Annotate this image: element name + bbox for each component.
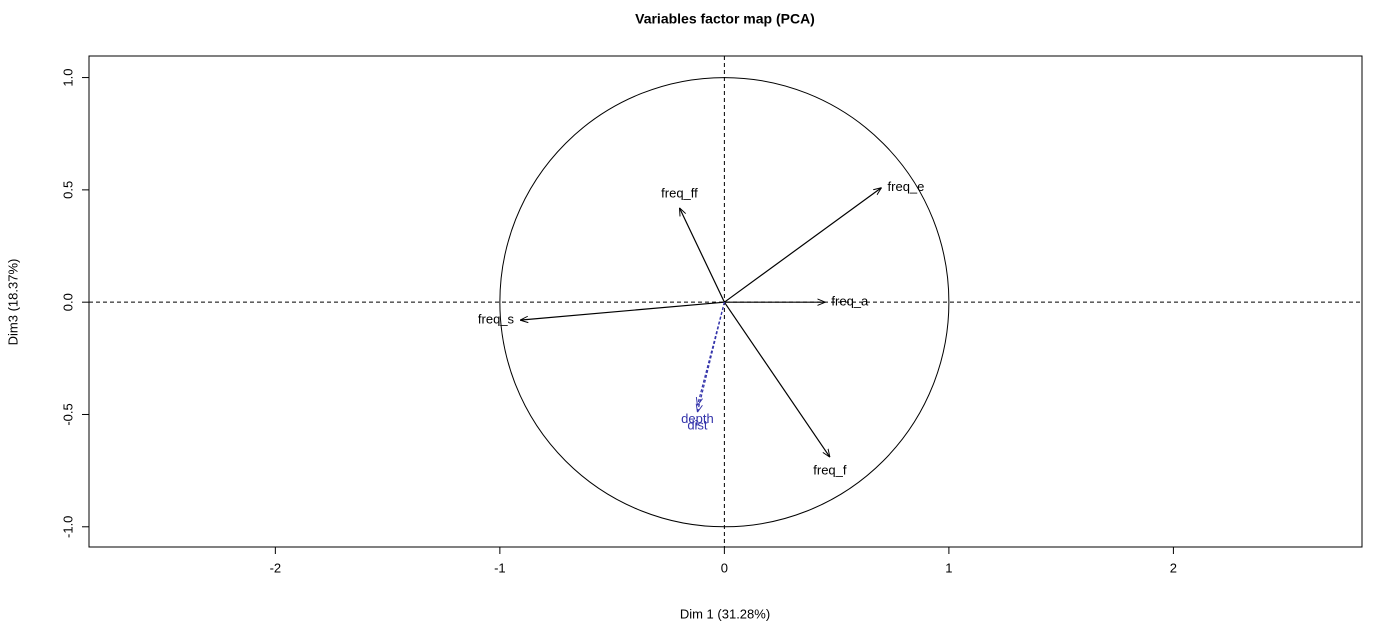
y-tick-label: 1.0 — [60, 69, 75, 87]
x-tick-label: 0 — [721, 560, 728, 575]
x-axis-label: Dim 1 (31.28%) — [680, 606, 770, 621]
y-tick-label: -0.5 — [60, 403, 75, 425]
vector-label: depth — [681, 411, 714, 426]
plot-frame — [88, 55, 1363, 548]
x-tick-label: -2 — [270, 560, 282, 575]
chart-title: Variables factor map (PCA) — [635, 11, 815, 27]
y-tick-label: 0.5 — [60, 181, 75, 199]
vector-label: freq_ff — [661, 185, 698, 200]
vector — [520, 301, 725, 320]
correlation-circle — [499, 77, 950, 528]
y-tick-label: 0.0 — [60, 293, 75, 311]
vector — [724, 188, 881, 303]
vector-label: freq_s — [478, 312, 515, 327]
vector — [697, 302, 725, 412]
y-tick-label: -1.0 — [60, 516, 75, 538]
vector-label: dist — [687, 418, 708, 433]
vector-label: freq_a — [831, 294, 869, 309]
x-tick-label: 1 — [945, 560, 952, 575]
vector — [679, 208, 725, 303]
x-tick-label: 2 — [1170, 560, 1177, 575]
vector — [723, 301, 830, 457]
y-axis-label: Dim3 (18.37%) — [5, 259, 20, 346]
vector-label: freq_e — [888, 179, 925, 194]
vector-label: freq_f — [813, 463, 847, 478]
x-tick-label: -1 — [494, 560, 506, 575]
